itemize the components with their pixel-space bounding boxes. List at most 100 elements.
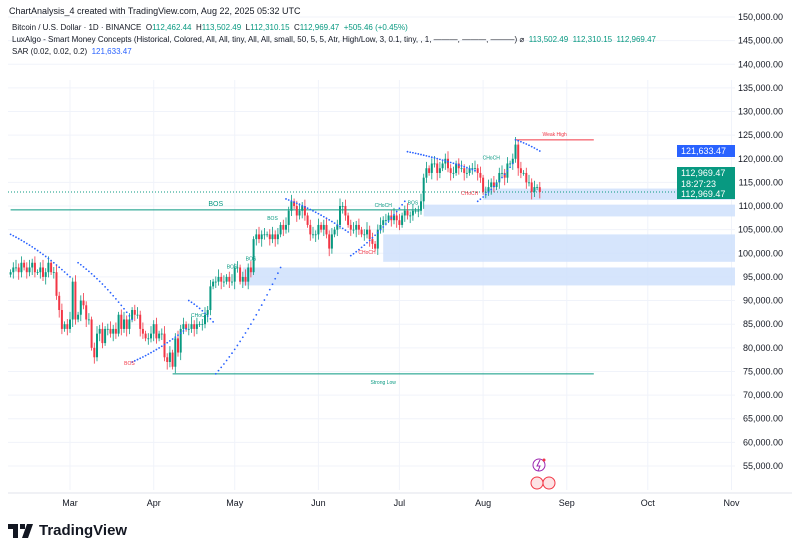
structure-label: CHoCH	[375, 203, 393, 209]
tradingview-logo[interactable]: TradingView	[8, 522, 127, 539]
indicator-name[interactable]: LuxAlgo - Smart Money Concepts (Historic…	[12, 35, 518, 44]
notification-dot-icon	[542, 458, 546, 462]
candle-body	[463, 168, 466, 173]
sar-dot	[320, 214, 322, 217]
candle-body	[401, 215, 404, 225]
candle-body	[503, 172, 506, 178]
sar-dot	[382, 226, 385, 228]
order-block-zone	[242, 267, 736, 286]
sar-dot	[439, 158, 441, 161]
candle-body	[201, 324, 204, 325]
candle-body	[417, 210, 420, 212]
candle-body	[309, 224, 312, 235]
sar-dot	[363, 244, 366, 247]
sar-dot	[266, 293, 268, 296]
y-tick-label: 100,000.00	[738, 248, 783, 258]
candle-body	[314, 234, 317, 236]
candle-body	[287, 210, 290, 225]
sar-dot	[417, 153, 420, 155]
candle-body	[163, 333, 166, 358]
candle-body	[44, 272, 47, 277]
candle-body	[452, 172, 455, 174]
open-label: O	[145, 23, 153, 32]
candle-body	[522, 172, 525, 174]
sar-dot	[339, 225, 341, 228]
candle-body	[536, 187, 539, 188]
candle-body	[395, 215, 398, 221]
candle-body	[233, 267, 236, 282]
sar-dot	[61, 268, 63, 271]
sar-dot	[279, 266, 282, 269]
candle-body	[69, 319, 71, 329]
candle-body	[428, 168, 431, 173]
candle-body	[322, 224, 325, 230]
candle-body	[17, 267, 20, 273]
candle-body	[355, 224, 358, 230]
y-tick-label: 105,000.00	[738, 225, 783, 235]
y-tick-label: 125,000.00	[738, 130, 783, 140]
sar-dot	[414, 152, 417, 155]
candle-body	[144, 333, 147, 339]
structure-label: CHoCH	[358, 250, 376, 256]
candle-body	[123, 319, 125, 329]
sar-dot	[77, 261, 79, 264]
structure-label: BOS	[124, 361, 135, 367]
sar-dot	[182, 330, 185, 332]
sar-legend: SAR (0.02, 0.02, 0.2) 121,633.47	[12, 46, 724, 58]
us-flag-event-icon	[530, 476, 544, 490]
sar-dot	[241, 336, 244, 339]
sar-dot	[187, 299, 190, 302]
y-tick-label: 115,000.00	[739, 177, 783, 187]
sar-dot	[69, 276, 71, 278]
sar-dot	[304, 206, 306, 208]
sar-dot	[139, 357, 142, 360]
structure-label: BOS	[246, 256, 257, 262]
sar-dot	[333, 222, 336, 225]
candle-body	[160, 333, 163, 335]
sar-dot	[214, 372, 217, 375]
symbol-name[interactable]: Bitcoin / U.S. Dollar · 1D · BINANCE	[12, 23, 142, 32]
y-tick-label: 130,000.00	[738, 107, 783, 117]
candle-body	[498, 172, 501, 183]
candle-body	[268, 234, 271, 240]
y-tick-label: 110,000.00	[739, 201, 783, 211]
sar-dot	[169, 340, 171, 342]
sar-dot	[179, 332, 182, 335]
candle-body	[98, 328, 101, 334]
candle-body	[147, 338, 150, 340]
sar-dot	[233, 348, 236, 351]
high-value: 113,502.49	[201, 23, 242, 32]
sar-dot	[142, 356, 144, 358]
sar-dot	[511, 162, 514, 165]
candle-body	[209, 286, 212, 311]
y-tick-label: 60,000.00	[743, 437, 783, 447]
candle-body	[320, 224, 323, 230]
hidden-eye-icon[interactable]: ⌀	[519, 35, 525, 44]
sar-dot	[177, 334, 179, 337]
x-tick-label: Jun	[311, 498, 326, 508]
sar-dot	[460, 165, 463, 167]
structure-label: CHoCH	[191, 313, 209, 319]
indicator-value: 112,310.15	[572, 35, 613, 44]
sar-dot	[196, 305, 198, 308]
candle-body	[52, 272, 55, 274]
candle-body	[471, 168, 474, 170]
candle-body	[376, 229, 379, 249]
sar-name[interactable]: SAR (0.02, 0.02, 0.2)	[12, 47, 88, 56]
candle-body	[398, 220, 401, 225]
structure-line-label: Weak High	[542, 132, 567, 138]
sar-dot	[104, 285, 106, 288]
candle-body	[152, 324, 155, 334]
sar-dot	[204, 312, 206, 315]
y-tick-label: 150,000.00	[738, 12, 783, 22]
candle-body	[198, 324, 201, 325]
sar-dot	[228, 356, 231, 358]
candle-body	[330, 234, 333, 249]
sar-dot	[260, 304, 263, 306]
chart-title: ChartAnalysis_4 created with TradingView…	[9, 6, 301, 16]
y-tick-label: 85,000.00	[743, 319, 783, 329]
sar-dot	[23, 240, 25, 243]
structure-label: BOS	[408, 201, 419, 207]
change-value: +505.46 (+0.45%)	[343, 23, 408, 32]
